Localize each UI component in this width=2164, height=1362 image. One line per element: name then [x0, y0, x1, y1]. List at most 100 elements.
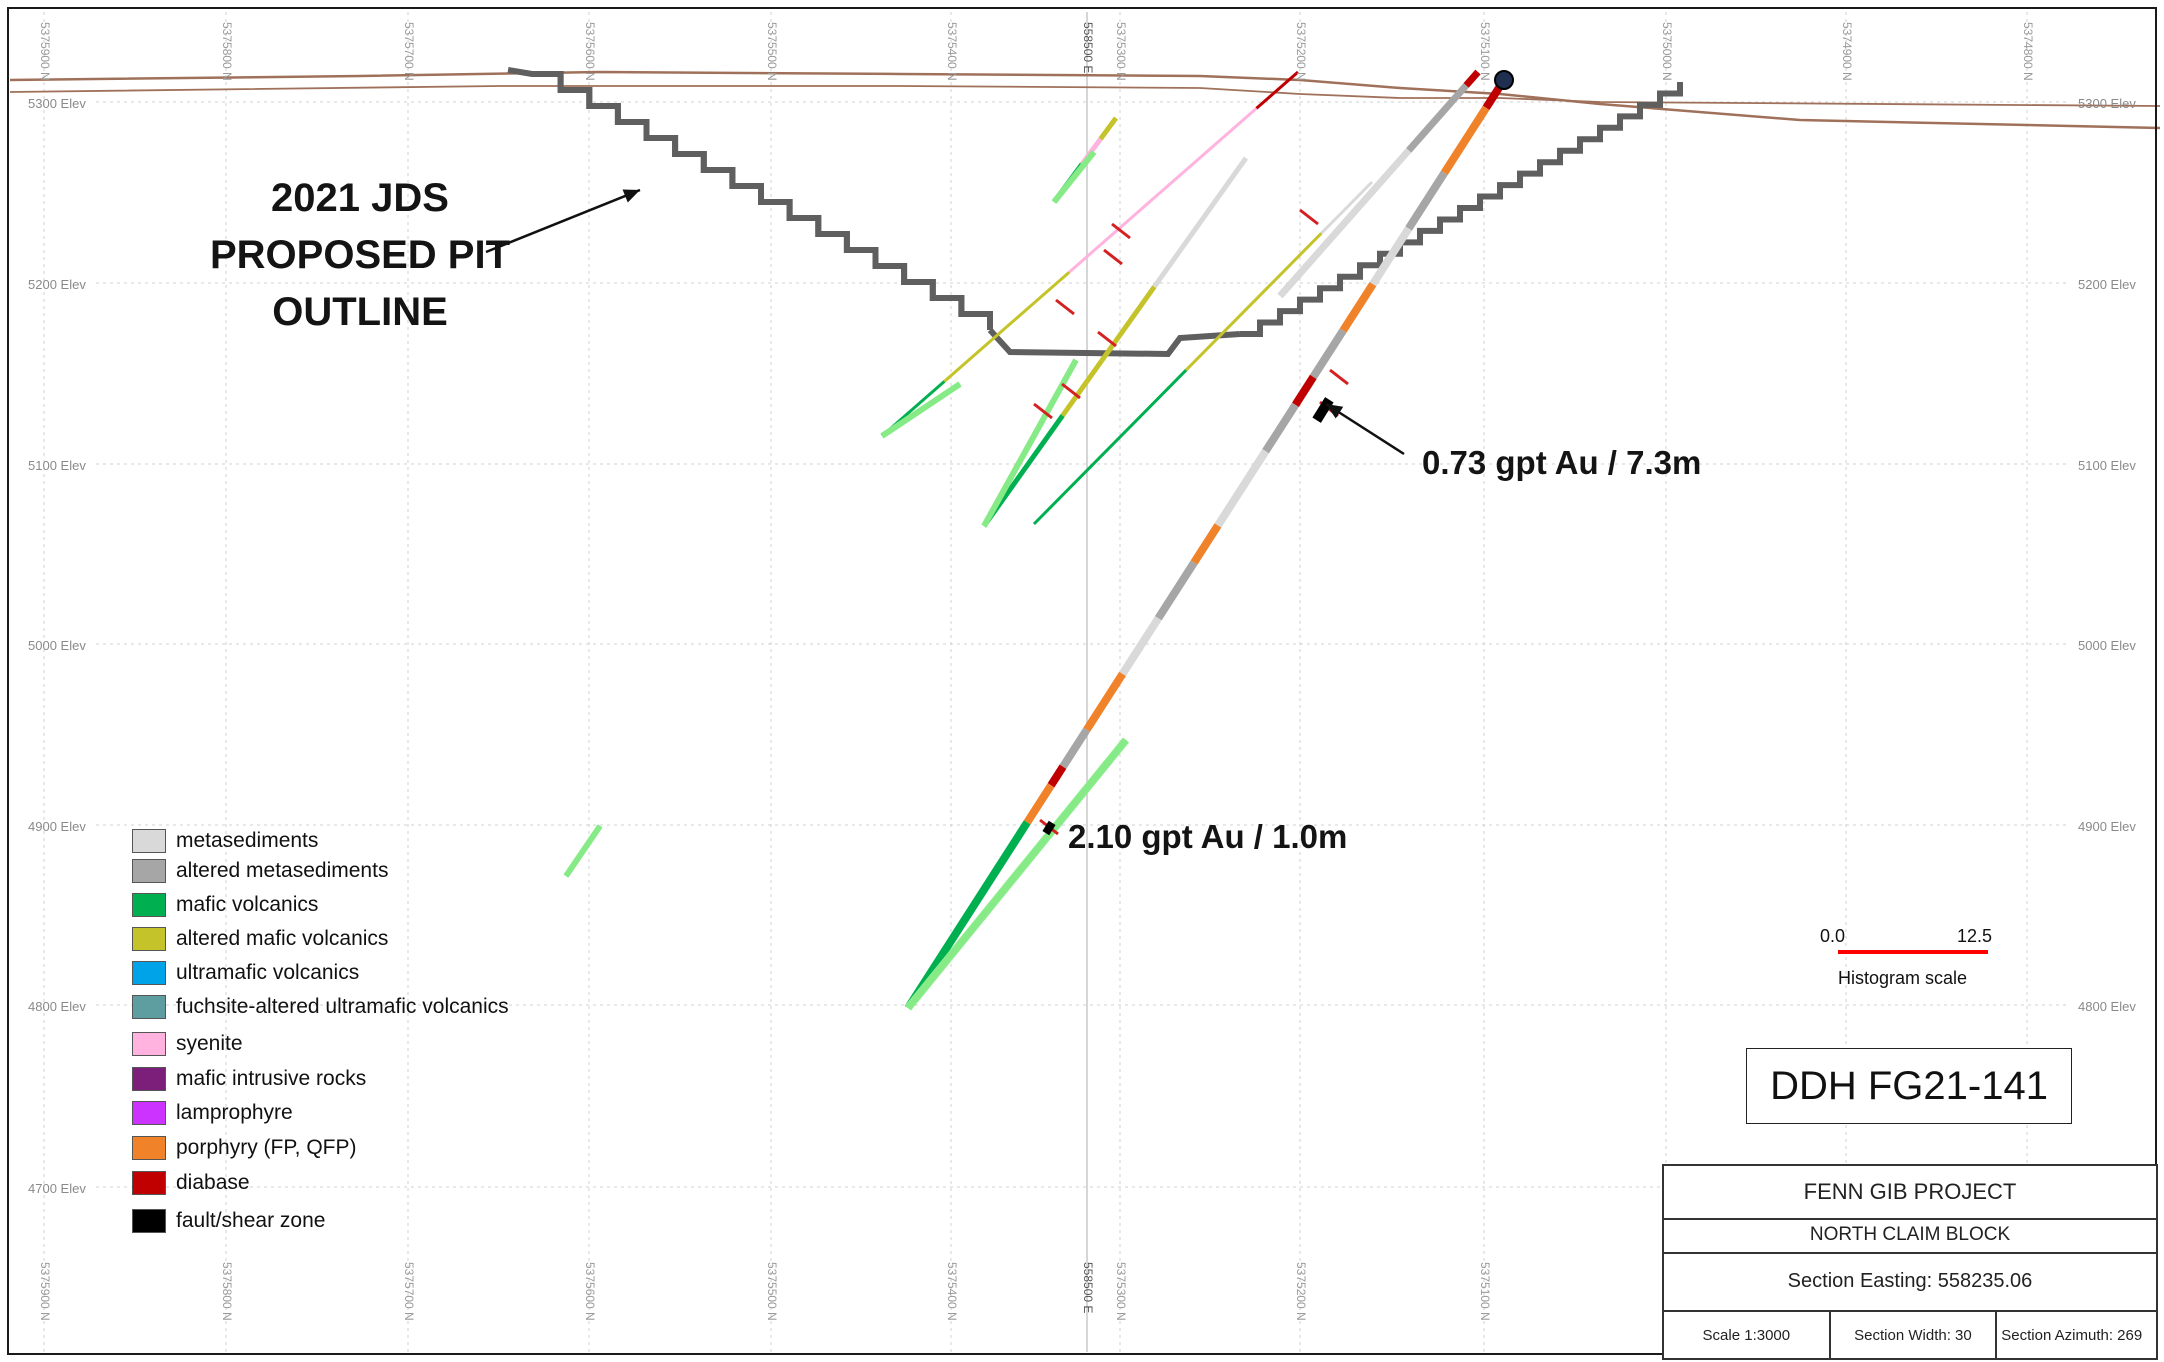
legend-label: altered metasediments [176, 859, 389, 882]
drillhole-fg21-141-segment [1059, 727, 1091, 769]
legend-label: diabase [176, 1171, 250, 1194]
legend-swatch [132, 961, 166, 985]
drillhole-3-segment [1255, 70, 1299, 110]
drillhole-6-segment [1098, 116, 1119, 141]
fault-zone-marker [1312, 397, 1334, 423]
northing-label-bottom: 5375500 N [765, 1262, 779, 1321]
elevation-label: 5200 Elev [28, 277, 86, 292]
drillhole-id-box: DDH FG21-141 [1746, 1048, 2072, 1124]
histogram-scale-max: 12.5 [1957, 926, 1993, 946]
northing-label-bottom: 5375900 N [38, 1262, 52, 1321]
legend-label: syenite [176, 1032, 243, 1055]
drillhole-2-segment [1406, 83, 1469, 153]
legend-swatch [132, 1067, 166, 1091]
drillhole-fg21-141-segment [1154, 560, 1198, 621]
legend-swatch [132, 1171, 166, 1195]
title-block-details: Scale 1:3000 Section Width: 30 Section A… [1664, 1310, 2156, 1360]
histogram-scale: 0.0 12.5 Histogram scale [1816, 926, 1996, 992]
legend-item: metasediments [132, 828, 318, 854]
drillhole-collar [1494, 70, 1514, 90]
drillhole-fg21-141-segment [1339, 281, 1377, 333]
legend-swatch [132, 995, 166, 1019]
legend-swatch [132, 1032, 166, 1056]
legend-label: fault/shear zone [176, 1209, 326, 1232]
drillhole-2-segment [1386, 148, 1412, 176]
drillhole-fg21-141-segment [1405, 170, 1448, 231]
elevation-label: 5000 Elev [2078, 638, 2136, 653]
northing-label-top: 5375800 N [220, 22, 234, 81]
northing-label-top: 5375600 N [583, 22, 597, 81]
northing-label-top: 5375500 N [765, 22, 779, 81]
legend-label: lamprophyre [176, 1101, 293, 1124]
elevation-label: 5100 Elev [28, 458, 86, 473]
section-easting: Section Easting: 558235.06 [1664, 1252, 2156, 1312]
topography-line-lower [9, 85, 2161, 107]
legend-swatch [132, 1101, 166, 1125]
histogram-scale-label: Histogram scale [1838, 968, 1968, 988]
elevation-label: 4900 Elev [28, 819, 86, 834]
northing-label-top: 5375200 N [1294, 22, 1308, 81]
northing-label-bottom: 5375300 N [1114, 1262, 1128, 1321]
elevation-label: 4800 Elev [28, 999, 86, 1014]
mafic-volcanics-interval [1051, 150, 1097, 204]
legend-swatch [132, 1136, 166, 1160]
legend-item: altered metasediments [132, 858, 388, 884]
mafic-volcanics-interval [880, 381, 962, 439]
intercept-lower-label: 2.10 gpt Au / 1.0m [1068, 818, 1348, 855]
northing-label-bottom: 558500 E [1081, 1262, 1095, 1314]
elevation-label: 4800 Elev [2078, 999, 2136, 1014]
drillhole-4-segment [1060, 358, 1104, 418]
drillhole-fg21-141-segment [1441, 105, 1490, 175]
drillhole-fg21-141-segment [1309, 328, 1347, 380]
assay-histogram-bar [1111, 222, 1131, 240]
legend-swatch [132, 927, 166, 951]
drillhole-3-segment [1005, 271, 1071, 328]
legend-label: mafic intrusive rocks [176, 1067, 367, 1090]
legend-swatch [132, 829, 166, 853]
drillhole-fg21-141-segment [1292, 374, 1317, 407]
northing-label-bottom: 5375400 N [945, 1262, 959, 1321]
elevation-label: 5100 Elev [2078, 458, 2136, 473]
northing-label-top: 5375400 N [945, 22, 959, 81]
legend-label: metasediments [176, 829, 319, 852]
drillhole-fg21-141-segment [1047, 764, 1067, 788]
northing-label-bottom: 5375600 N [583, 1262, 597, 1321]
legend-swatch [132, 1209, 166, 1233]
legend-item: ultramafic volcanics [132, 960, 359, 986]
drillhole-4-segment [1152, 156, 1249, 289]
drillhole-4-segment [1099, 285, 1157, 362]
drillhole-fg21-141-segment [1369, 226, 1413, 287]
legend-item: fuchsite-altered ultramafic volcanics [132, 994, 509, 1020]
drillhole-fg21-141-segment [1214, 449, 1269, 528]
legend-item: mafic intrusive rocks [132, 1066, 366, 1092]
legend-item: porphyry (FP, QFP) [132, 1135, 357, 1161]
assay-histogram-bar [1103, 248, 1123, 266]
northing-label-top: 5374800 N [2021, 22, 2035, 81]
project-name: FENN GIB PROJECT [1664, 1166, 2156, 1220]
assay-histogram-bar [1097, 330, 1117, 348]
northing-label-bottom: 5375800 N [220, 1262, 234, 1321]
drillhole-2-segment [1463, 69, 1481, 88]
legend-item: fault/shear zone [132, 1208, 325, 1234]
elevation-label: 4900 Elev [2078, 819, 2136, 834]
assay-histogram-bar [1055, 298, 1075, 316]
drillhole-fg21-141-segment [1119, 616, 1162, 677]
assay-histogram-bar [1299, 208, 1319, 226]
mafic-volcanics-interval [563, 824, 603, 878]
northing-label-bottom: 5375700 N [402, 1262, 416, 1321]
drillhole-fg21-141-segment [1023, 783, 1055, 825]
mafic-volcanics-interval [981, 358, 1079, 528]
northing-label-top: 5375100 N [1478, 22, 1492, 81]
legend-label: altered mafic volcanics [176, 927, 389, 950]
histogram-scale-bar [1838, 950, 1988, 954]
map-frame [7, 7, 2157, 1355]
northing-label-top: 5375000 N [1660, 22, 1674, 81]
pit-outline-left-wall-steps [532, 71, 993, 330]
pit-outline-title: 2021 JDS PROPOSED PIT OUTLINE [190, 170, 530, 341]
drillhole-3-segment [1068, 107, 1258, 274]
northing-label-top: 5375900 N [38, 22, 52, 81]
elevation-label: 5300 Elev [28, 96, 86, 111]
section-width: Section Width: 30 [1831, 1310, 1998, 1360]
